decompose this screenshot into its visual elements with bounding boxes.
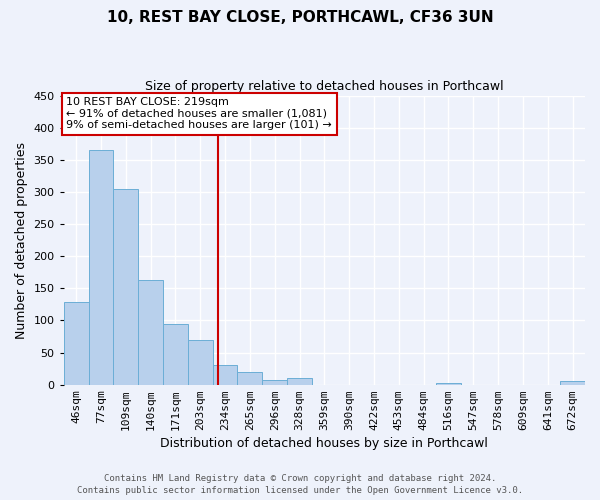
Y-axis label: Number of detached properties: Number of detached properties — [15, 142, 28, 338]
Text: 10 REST BAY CLOSE: 219sqm
← 91% of detached houses are smaller (1,081)
9% of sem: 10 REST BAY CLOSE: 219sqm ← 91% of detac… — [67, 97, 332, 130]
Text: 10, REST BAY CLOSE, PORTHCAWL, CF36 3UN: 10, REST BAY CLOSE, PORTHCAWL, CF36 3UN — [107, 10, 493, 25]
Bar — [188, 340, 212, 384]
Bar — [436, 383, 461, 384]
Bar — [113, 188, 138, 384]
X-axis label: Distribution of detached houses by size in Porthcawl: Distribution of detached houses by size … — [160, 437, 488, 450]
Bar — [163, 324, 188, 384]
Bar — [262, 380, 287, 384]
Bar — [238, 372, 262, 384]
Bar — [287, 378, 312, 384]
Text: Contains HM Land Registry data © Crown copyright and database right 2024.
Contai: Contains HM Land Registry data © Crown c… — [77, 474, 523, 495]
Bar — [560, 382, 585, 384]
Bar — [89, 150, 113, 384]
Bar — [212, 366, 238, 384]
Bar — [138, 280, 163, 384]
Title: Size of property relative to detached houses in Porthcawl: Size of property relative to detached ho… — [145, 80, 503, 93]
Bar — [64, 302, 89, 384]
